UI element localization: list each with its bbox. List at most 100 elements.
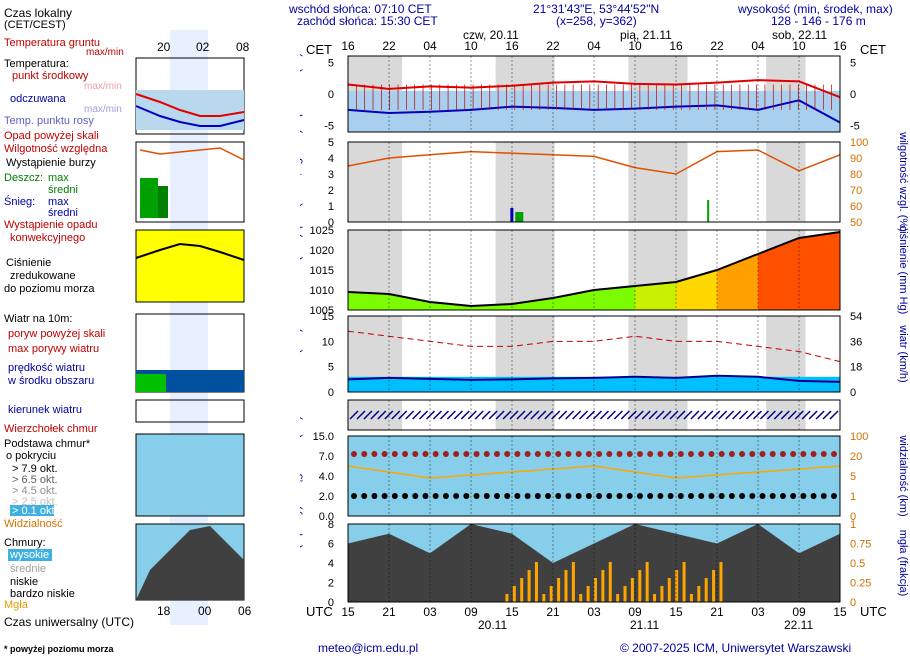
- elevation-values: 128 - 146 - 176 m: [771, 14, 866, 28]
- fog-axis-0: 1: [850, 519, 856, 531]
- pressure-fill-9: [717, 254, 758, 310]
- utc-tick-6: 03: [587, 605, 601, 619]
- cloud-base-dot-46: [820, 493, 827, 499]
- sunset-text: zachód słońca: 15:30 CET: [297, 14, 438, 28]
- night-band-pres-1: [495, 230, 555, 310]
- cloud-top-dot-47: [831, 451, 837, 457]
- cloud-base-dot-21: [565, 493, 572, 499]
- wind-arrow-46: [669, 410, 679, 420]
- local-tick-2: 08: [236, 40, 250, 54]
- fog-bar-18: [638, 570, 642, 602]
- fog-bar-24: [682, 562, 686, 602]
- legend-cov-65: > 6.5 okt.: [12, 474, 58, 486]
- legend-wind-speed-1: prędkość wiatru: [8, 362, 86, 374]
- legend-clouds-title: Chmury:: [4, 537, 46, 549]
- wind-arrow-42: [641, 410, 651, 420]
- utc-tick-3: 09: [464, 605, 478, 619]
- hum-axis-4: 60: [850, 201, 862, 213]
- footer-copyright: © 2007-2025 ICM, Uniwersytet Warszawski: [620, 641, 852, 655]
- cloud-base-dot-44: [800, 493, 807, 499]
- cloud-top-dot-21: [565, 451, 572, 457]
- legend-cl-low: niskie: [10, 576, 39, 588]
- wind-arrow-24: [516, 410, 526, 420]
- cloud-top-dot-0: [351, 451, 357, 457]
- fog-bar-29: [719, 562, 723, 602]
- precip-axis-3: 2: [328, 185, 334, 197]
- fog-bar-4: [534, 562, 538, 602]
- wind-arrow-37: [606, 410, 616, 420]
- night-band-dir-2: [628, 400, 688, 430]
- pres-axis-0: 1025: [310, 225, 334, 237]
- cet-tick-9: 22: [710, 39, 724, 53]
- cloud-top-dot-13: [483, 451, 490, 457]
- day-top-1: pią, 21.11: [620, 28, 672, 42]
- cloud-base-dot-1: [361, 493, 368, 499]
- wind-arrow-39: [620, 410, 630, 420]
- legend-temp-maxmin: max/min: [84, 81, 122, 92]
- wind-arrow-60: [766, 410, 776, 420]
- cloud-top-dot-25: [606, 451, 613, 457]
- utc-tick-2: 03: [423, 605, 437, 619]
- wind-arrow-59: [759, 410, 769, 420]
- hum-axis-2: 80: [850, 169, 862, 181]
- pres-axis-4: 1005: [310, 305, 334, 317]
- legend-wind-dir: kierunek wiatru: [8, 404, 82, 416]
- axis-title-5: wiatr (m/s): [300, 328, 303, 380]
- cet-tick-2: 04: [423, 39, 437, 53]
- temp-axis-r-0: 5: [850, 57, 856, 69]
- cloud-top-dot-19: [545, 451, 552, 457]
- wind-kmh-3: 0: [850, 387, 856, 399]
- utc-tick-1: 21: [382, 605, 396, 619]
- wind-arrow-5: [384, 410, 394, 420]
- cloud-top-dot-34: [698, 451, 705, 457]
- wind-arrow-23: [509, 410, 519, 420]
- legend-local-time: Czas lokalny: [4, 6, 73, 20]
- fog-bar-13: [601, 570, 605, 602]
- cloud-base-dot-15: [504, 493, 511, 499]
- fog-bar-11: [586, 586, 590, 602]
- vis-axis-1: 20: [850, 451, 862, 463]
- cloud-base-dot-33: [688, 493, 695, 499]
- cloud-base-dot-14: [493, 493, 500, 499]
- fog-bar-1: [512, 586, 516, 602]
- cet-tick-8: 16: [669, 39, 683, 53]
- legend-fog: Mgła: [4, 599, 28, 611]
- footer-email[interactable]: meteo@icm.edu.pl: [318, 641, 419, 655]
- temp-axis-l-1: 0: [328, 89, 334, 101]
- fog-bar-5: [542, 594, 546, 602]
- pres-axis-1: 1020: [310, 245, 334, 257]
- temp-axis-r-2: -5: [850, 121, 860, 133]
- cet-tick-1: 22: [382, 39, 396, 53]
- day-bottom-1: 21.11: [630, 618, 660, 632]
- legend-pressure-1: Ciśnienie: [6, 257, 52, 269]
- cloud-base-dot-18: [534, 493, 541, 499]
- cloud-top-dot-24: [596, 451, 603, 457]
- wind-arrow-57: [745, 410, 756, 420]
- fog-bar-17: [630, 578, 634, 602]
- wind-arrow-34: [585, 410, 596, 420]
- legend-pressure-2: zredukowane: [10, 270, 76, 282]
- legend-cloud-base-2: o pokryciu: [6, 450, 57, 462]
- temp-axis-l-0: 5: [328, 57, 334, 69]
- fog-bar-20: [653, 594, 657, 602]
- cb-axis-1: 7.0: [319, 451, 334, 463]
- fog-bar-15: [616, 594, 620, 602]
- main-charts: 5 50 0-5 -510090807060505432101025102010151…: [300, 39, 909, 620]
- precip-axis-1: 4: [328, 153, 334, 165]
- pressure-fill-4: [512, 298, 553, 310]
- cloud-top-dot-16: [514, 451, 521, 457]
- cloud-base-dot-37: [728, 493, 735, 499]
- cloud-base-dot-22: [575, 493, 582, 499]
- utc-tick-9: 21: [710, 605, 724, 619]
- wind-arrow-26: [530, 410, 540, 420]
- local-tick-0: 20: [157, 40, 171, 54]
- cloud-base-dot-47: [831, 493, 837, 499]
- grid-text: (x=258, y=362): [556, 14, 637, 28]
- temp-axis-r-1: 0: [850, 89, 856, 101]
- vis-axis-0: 100: [850, 431, 868, 443]
- legend-snow: Śnieg:: [4, 196, 36, 208]
- fog-bar-26: [697, 586, 701, 602]
- utc-tick-12: 15: [833, 605, 847, 619]
- legend-soil-temp: Temperatura gruntu: [4, 37, 100, 49]
- wind-arrow-19: [481, 410, 491, 420]
